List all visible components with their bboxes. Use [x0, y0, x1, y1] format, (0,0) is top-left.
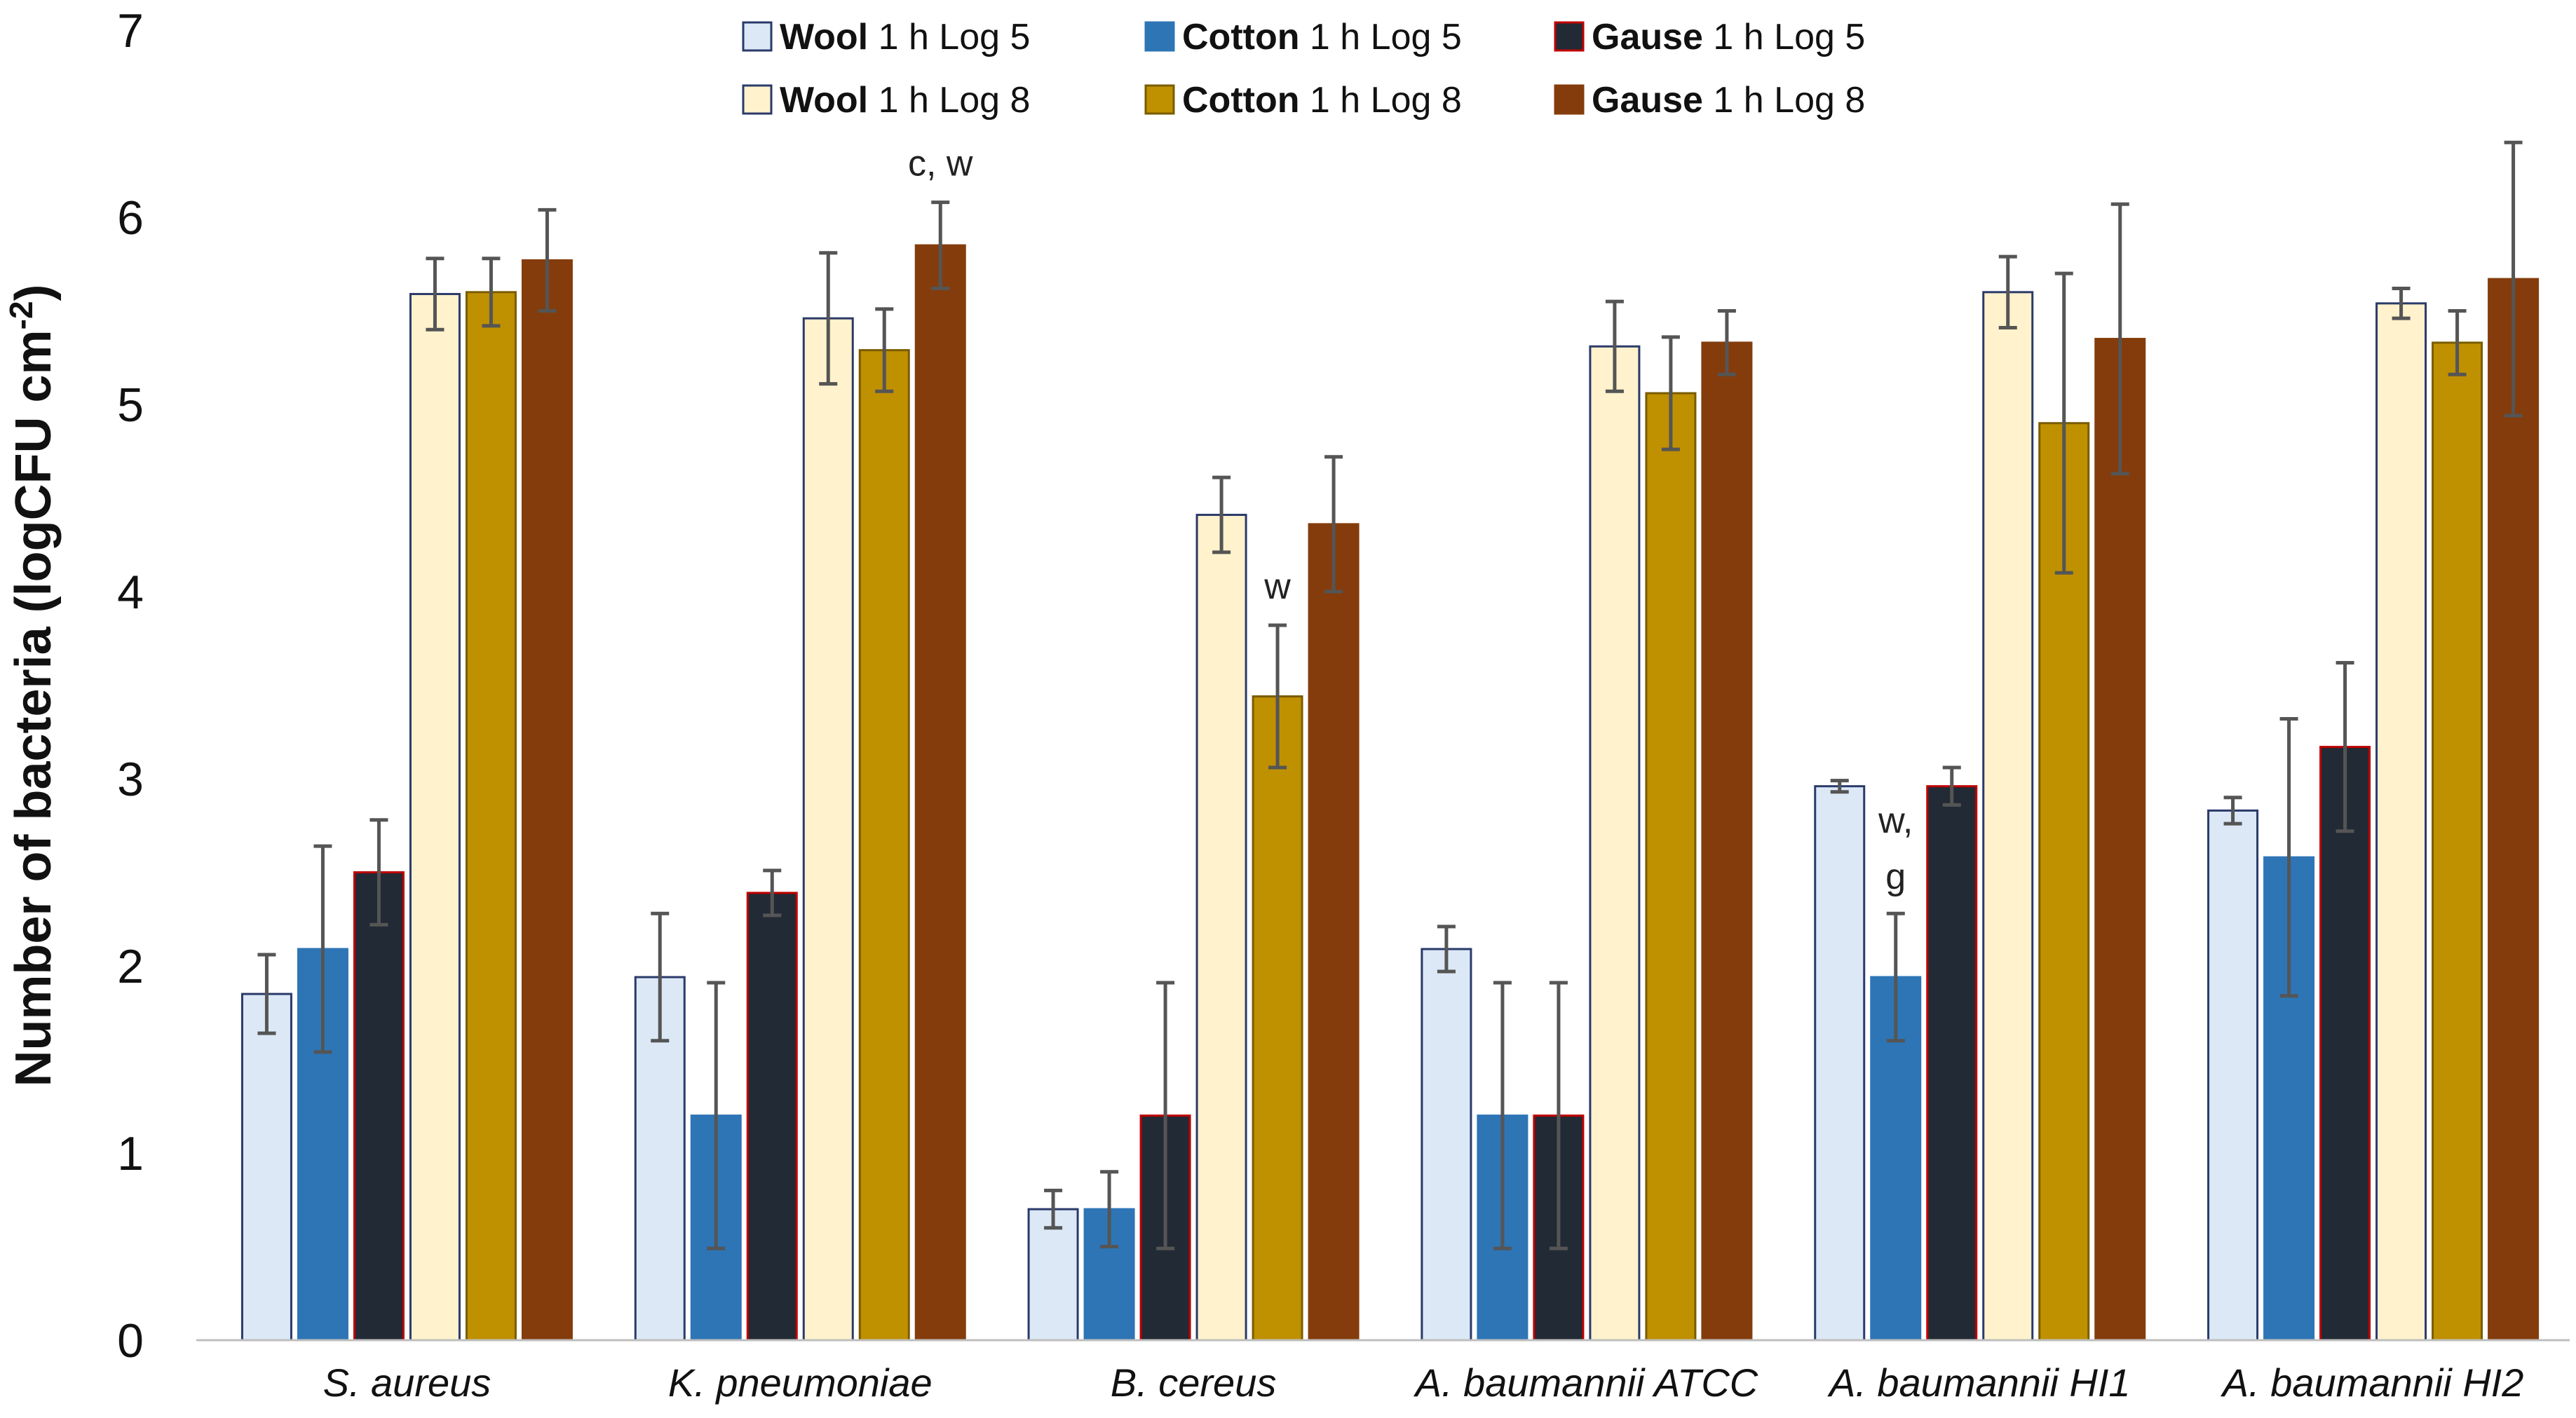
bar: [1027, 1208, 1079, 1342]
legend-label: Wool 1 h Log 8: [780, 80, 1030, 121]
bar: [1421, 948, 1472, 1342]
bar: [746, 892, 798, 1342]
y-tick-label: 3: [117, 753, 144, 806]
legend-swatch: [742, 84, 773, 115]
bar: [353, 871, 405, 1342]
bar: [1814, 785, 1866, 1342]
significance-annotation: w: [1263, 566, 1291, 607]
legend-swatch: [1144, 21, 1175, 52]
legend-label: Cotton 1 h Log 8: [1182, 80, 1462, 121]
bar: [240, 993, 292, 1342]
bar: [2375, 302, 2427, 1342]
bar: [858, 349, 910, 1342]
y-tick-label: 0: [117, 1314, 144, 1368]
legend-label: Gause 1 h Log 5: [1592, 17, 1865, 57]
y-tick-label: 6: [117, 191, 144, 245]
x-category-label: A. baumannii ATCC: [1414, 1361, 1758, 1405]
bar: [2319, 746, 2371, 1342]
y-tick-label: 1: [117, 1127, 144, 1180]
bar: [1982, 291, 2034, 1342]
bar: [914, 244, 966, 1342]
x-category-label: K. pneumoniae: [668, 1361, 933, 1405]
bar: [1252, 695, 1303, 1342]
legend-label: Cotton 1 h Log 5: [1182, 17, 1462, 57]
y-axis-title: Number of bacteria (logCFU cm-2): [3, 284, 62, 1086]
bar: [409, 292, 461, 1342]
legend-swatch: [1554, 84, 1585, 115]
legend-swatch: [1144, 84, 1175, 115]
bar: [1589, 345, 1641, 1342]
bar: [1926, 785, 1978, 1342]
bar: [1701, 341, 1753, 1342]
bar: [2488, 278, 2540, 1342]
bar: [1645, 392, 1697, 1342]
y-tick-label: 7: [117, 4, 144, 57]
bar: [802, 317, 854, 1342]
legend-swatch: [742, 21, 773, 52]
y-tick-label: 5: [117, 379, 144, 432]
bar: [2207, 809, 2259, 1342]
x-category-label: B. cereus: [1111, 1361, 1277, 1405]
legend-label: Gause 1 h Log 8: [1592, 80, 1865, 121]
bar: [1195, 514, 1247, 1342]
bar: [2094, 338, 2146, 1342]
significance-annotation: g: [1885, 857, 1906, 897]
legend-swatch: [1554, 21, 1585, 52]
x-category-label: A. baumannii HI2: [2221, 1361, 2524, 1405]
legend-label: Wool 1 h Log 5: [780, 17, 1030, 57]
bar: [465, 291, 517, 1342]
bar: [521, 259, 573, 1342]
significance-annotation: c, w: [908, 144, 973, 184]
y-tick-label: 4: [117, 566, 144, 619]
bar: [1308, 523, 1360, 1342]
bar: [2432, 341, 2483, 1342]
x-category-label: S. aureus: [323, 1361, 492, 1405]
y-tick-label: 2: [117, 940, 144, 993]
significance-annotation: w,: [1878, 800, 1913, 841]
x-category-label: A. baumannii HI1: [1827, 1361, 2131, 1405]
